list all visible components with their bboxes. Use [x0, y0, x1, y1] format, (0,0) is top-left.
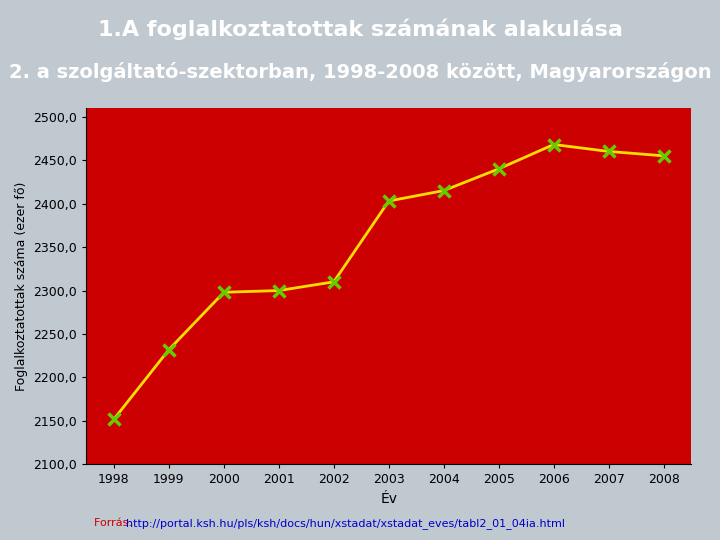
Text: 2. a szolgáltató-szektorban, 1998-2008 között, Magyarországon: 2. a szolgáltató-szektorban, 1998-2008 k… — [9, 62, 711, 82]
Y-axis label: Foglalkoztatottak száma (ezer fő): Foglalkoztatottak száma (ezer fő) — [15, 181, 28, 391]
Text: 1.A foglalkoztatottak számának alakulása: 1.A foglalkoztatottak számának alakulása — [98, 18, 622, 40]
Text: http://portal.ksh.hu/pls/ksh/docs/hun/xstadat/xstadat_eves/tabl2_01_04ia.html: http://portal.ksh.hu/pls/ksh/docs/hun/xs… — [126, 518, 565, 529]
X-axis label: Év: Év — [380, 492, 397, 506]
Text: Forrás:: Forrás: — [94, 518, 135, 529]
